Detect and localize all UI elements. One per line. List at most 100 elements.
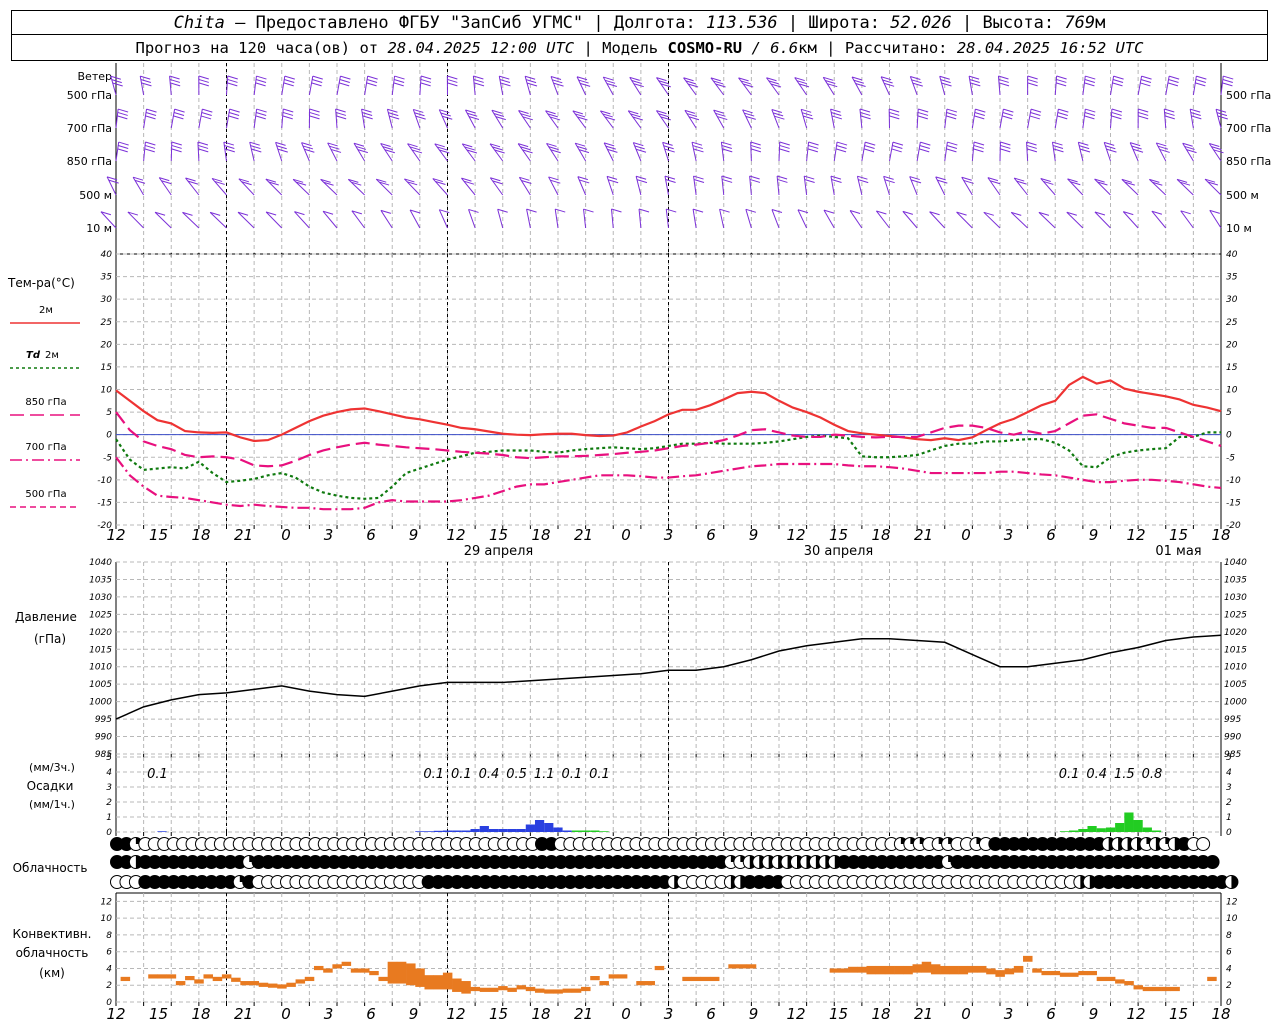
conv-cloud-cell [700,976,711,982]
wind-barb-feather [382,146,393,151]
lat-value: 52.026 [890,13,952,33]
wind-barb-feather [171,141,182,146]
wind-barb-staff [223,142,227,162]
wind-barb-feather [1209,209,1220,214]
wind-barb-feather [628,110,639,115]
wind-barb-feather [1026,148,1038,153]
wind-barb-feather [1151,210,1163,215]
conv-tick-right: 0 [1226,998,1232,1008]
wind-barb-feather [1215,108,1227,113]
wind-barb-feather [169,78,181,83]
conv-cloud-cell [185,976,195,981]
temp-tick-left: -20 [97,521,112,531]
conv-cloud-cell [709,976,720,982]
conv-cloud-cell [1050,970,1061,976]
wind-barb-feather [366,82,377,87]
wind-barb-feather [1113,75,1124,80]
wind-barb-feather [548,146,559,151]
precip-3h-total: 0.4 [479,767,500,782]
wind-barb-feather [553,82,564,87]
conv-cloud-cell [1170,986,1180,992]
wind-barb-feather [420,78,432,83]
wind-barb-feather [635,175,647,180]
pressure-tick-right: 1040 [1224,558,1247,568]
conv-cloud-cell [903,965,913,975]
wind-barb-feather [917,111,929,116]
wind-barb-staff [281,76,286,96]
wind-barb-feather [889,115,900,120]
wind-barb-feather [880,76,892,81]
wind-barb-feather [798,83,810,88]
wind-barb-feather [547,113,558,118]
wind-barb-feather [578,149,590,154]
hour-tick-label: 9 [1089,1005,1099,1023]
pressure-tick-left: 1000 [89,698,112,708]
wind-barb-feather [473,75,484,80]
wind-barb-feather [575,142,586,147]
wind-barb-feather [550,179,561,184]
wind-barb-feather [361,108,372,113]
wind-barb-staff [916,142,921,162]
hour-tick-label: 15 [1169,526,1188,544]
wind-barb-feather [462,143,473,148]
wind-barb-feather [1111,108,1123,113]
conv-cloud-cell [599,981,609,986]
wind-barb-feather [1124,181,1135,186]
wind-barb-feather [749,175,760,180]
wind-barb-feather [710,77,722,82]
wind-barb-feather [770,83,782,88]
wind-barb-staff [1180,210,1194,229]
hour-tick-label: 3 [1004,526,1014,544]
wind-barb-feather [384,149,395,154]
conv-unit: (км) [39,966,65,980]
wind-barb-feather [604,116,616,121]
wind-barb-feather [883,175,894,180]
precip-hourly-bar [470,829,480,832]
pressure-tick-left: 990 [95,733,112,743]
wind-barb-feather [526,208,537,213]
conv-cloud-cell [746,964,757,969]
wind-barb-feather [127,211,139,216]
wind-barb-feather [742,109,753,114]
conv-cloud-cell [516,985,527,990]
wind-barb-feather [351,210,363,215]
wind-barb-feather [227,82,238,87]
conv-cloud-cell [1142,986,1153,992]
conv-cloud-cell [1124,981,1134,986]
wind-barb-feather [656,77,667,82]
conv-cloud-cell [590,976,600,981]
wind-barb-staff [489,143,504,162]
wind-barb-feather [946,115,957,120]
wind-barb-feather [118,145,129,149]
hour-tick-label: 15 [829,526,848,544]
wind-barb-feather [918,108,929,113]
wind-barb-staff [693,175,697,196]
hour-tick-label: 0 [621,526,631,544]
wind-barb-feather [631,80,642,85]
precip-tick-right: 0 [1226,828,1232,838]
wind-barb-staff [1067,178,1084,196]
wind-barb-feather [860,115,871,120]
wind-barb-feather [411,149,423,154]
wind-barb-feather [198,78,209,83]
wind-barb-feather [522,116,533,121]
wind-barb-staff [526,209,531,229]
temp-series-line [115,456,1222,511]
conv-tick-right: 8 [1226,931,1232,941]
wind-barb-feather [743,83,754,88]
wind-barb-feather [309,115,320,120]
wind-barb-feather [182,211,193,216]
hour-tick-label: 0 [961,1005,971,1023]
pressure-tick-left: 1040 [89,558,112,568]
temp-tick-right: 20 [1226,340,1238,350]
wind-title: Ветер [78,70,112,83]
wind-barb-feather [1000,141,1011,146]
wind-barb-feather [357,149,368,154]
wind-barb-feather [1149,178,1160,183]
hour-tick-label: 12 [786,526,805,544]
pressure-tick-left: 995 [95,715,112,725]
pressure-tick-right: 995 [1224,715,1241,725]
wind-barb-feather [717,116,728,121]
wind-barb-staff [956,211,973,229]
wind-barb-staff [574,142,587,162]
